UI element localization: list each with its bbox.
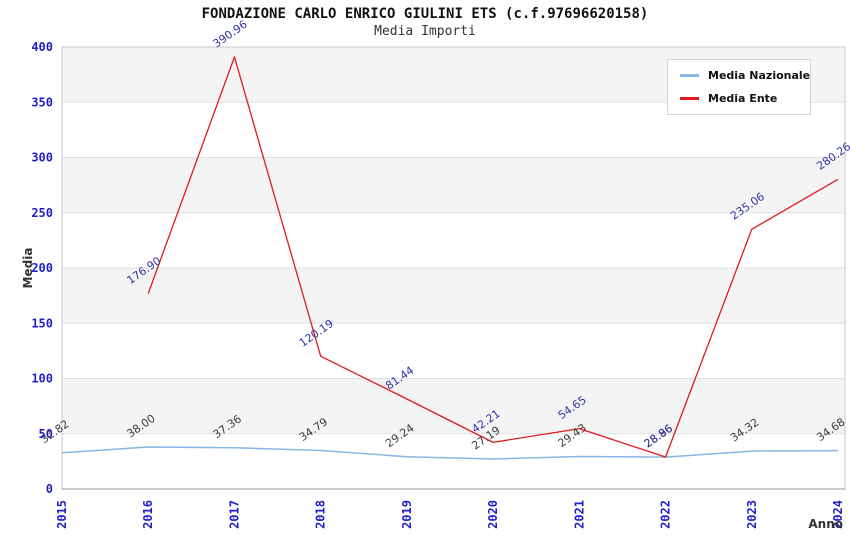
legend-swatch-media-ente (680, 97, 699, 100)
plot-band (62, 268, 845, 324)
x-tick-label: 2020 (486, 500, 500, 529)
x-tick-label: 2022 (659, 500, 673, 529)
legend-item-media-nazionale: Media Nazionale (680, 69, 810, 82)
x-tick-label: 2017 (227, 500, 241, 529)
y-tick-label: 100 (31, 372, 53, 386)
y-tick-label: 250 (31, 206, 53, 220)
x-tick-label: 2019 (400, 500, 414, 529)
legend: Media Nazionale Media Ente (667, 59, 811, 115)
legend-label-media-nazionale: Media Nazionale (708, 69, 811, 82)
series-line-media-ente (147, 56, 839, 458)
x-tick-label: 2023 (745, 500, 759, 529)
y-tick-label: 400 (31, 40, 53, 54)
x-tick-label: 2024 (831, 500, 845, 529)
legend-label-media-ente: Media Ente (708, 92, 778, 105)
y-tick-label: 300 (31, 151, 53, 165)
legend-swatch-media-nazionale (680, 74, 699, 77)
chart-subtitle: Media Importi (374, 24, 476, 39)
y-tick-label: 150 (31, 316, 53, 330)
x-tick-label: 2021 (572, 500, 586, 529)
plot-band (62, 157, 845, 213)
y-tick-label: 350 (31, 95, 53, 109)
x-axis-label: Anno (808, 517, 843, 531)
y-tick-label: 200 (31, 261, 53, 275)
x-tick-label: 2015 (55, 500, 69, 529)
y-tick-label: 50 (39, 427, 53, 441)
plot-band (62, 433, 845, 489)
y-tick-label: 0 (46, 482, 53, 496)
plot-band (62, 378, 845, 434)
x-tick-label: 2016 (141, 500, 155, 529)
legend-item-media-ente: Media Ente (680, 92, 798, 105)
y-axis-label: Media (21, 247, 35, 289)
series-line-media-nazionale (61, 446, 839, 460)
plot-band (62, 212, 845, 268)
chart-title: FONDAZIONE CARLO ENRICO GIULINI ETS (c.f… (201, 6, 649, 22)
plot-band (62, 323, 845, 379)
x-tick-label: 2018 (314, 500, 328, 529)
